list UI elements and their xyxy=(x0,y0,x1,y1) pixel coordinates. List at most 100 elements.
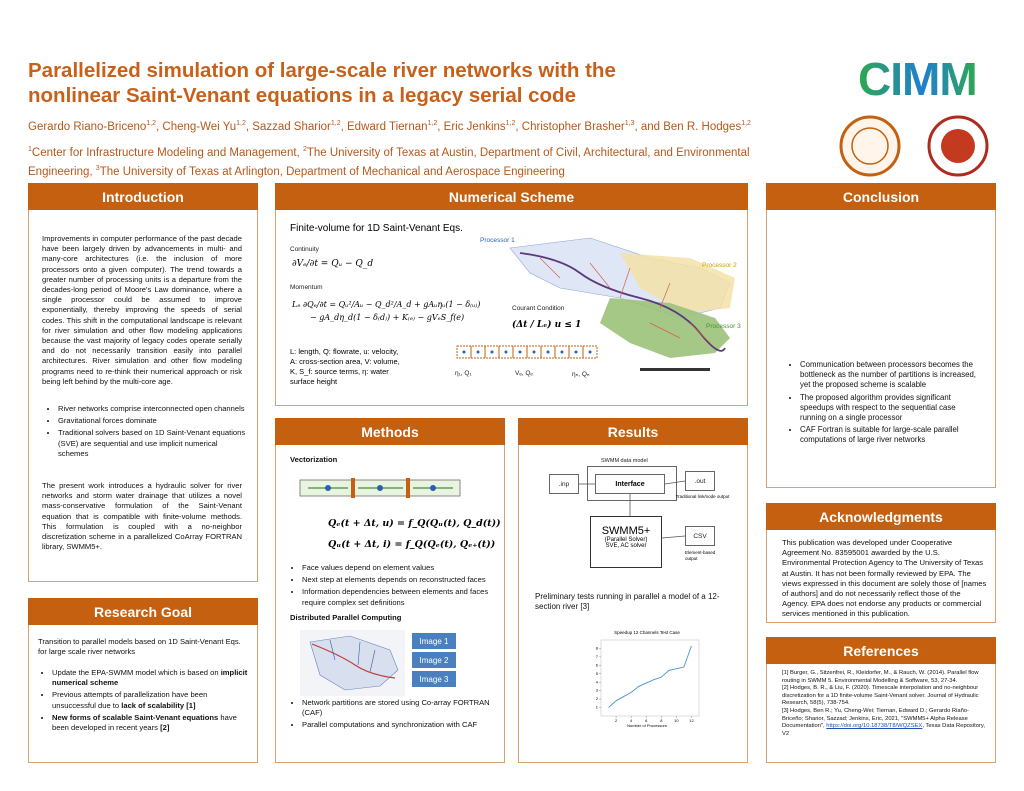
text-run: , Texas Data Repository, V2 xyxy=(782,723,985,737)
x-tick-label: 6 xyxy=(645,718,648,723)
y-tick-label: 7 xyxy=(596,654,599,659)
x-tick-label: 10 xyxy=(674,718,679,723)
y-tick-label: 2 xyxy=(596,696,599,701)
text-run: Center for Infrastructure Modeling and M… xyxy=(31,146,303,159)
section-box xyxy=(275,445,505,763)
solver-line: SVE, AC solver xyxy=(605,543,647,549)
grid-label: ηₙ, Qₙ xyxy=(572,371,590,378)
text-run: New forms of scalable Saint-Venant equat… xyxy=(52,712,219,722)
plot-area xyxy=(600,639,700,717)
text-run: lack of scalability [1] xyxy=(121,700,196,710)
logo: CIMM xyxy=(858,53,978,105)
section-box xyxy=(275,210,748,406)
caption: Preliminary tests running in parallel a … xyxy=(535,592,720,612)
file-box: CSV xyxy=(685,526,715,546)
equation-line: Lₑ ∂Qₑ/∂t = Qᵤ²/Aᵤ − Q_d²/A_d + gAᵤηᵤ(1 … xyxy=(292,300,481,309)
bullets: Face values depend on element values Next… xyxy=(290,563,495,610)
equation: Lₑ ∂Qₑ/∂t = Qᵤ²/Aᵤ − Q_d²/A_d + gAᵤηᵤ(1 … xyxy=(292,298,480,324)
grid-label: Vₑ, Qₑ xyxy=(515,370,533,377)
title-line: nonlinear Saint-Venant equations in a le… xyxy=(28,84,576,107)
list-item: Parallel computations and synchronizatio… xyxy=(302,720,495,730)
processor-label: Processor 1 xyxy=(480,237,515,244)
paragraph: The present work introduces a hydraulic … xyxy=(42,481,242,552)
processor-label: Processor 3 xyxy=(706,323,741,330)
list-item: [3] Hodges, Ben R.; Yu, Cheng-Wei; Tiern… xyxy=(782,708,987,738)
superscript: 1,3 xyxy=(624,120,635,127)
section-box xyxy=(766,530,996,623)
bullets: Communication between processors becomes… xyxy=(788,360,983,448)
text-run: , Christopher Brasher xyxy=(515,120,625,133)
solver-line: (Parallel Solver) xyxy=(604,537,648,543)
vector-diagram xyxy=(299,478,461,498)
figure-title: Finite-volume for 1D Saint-Venant Eqs. xyxy=(290,223,463,234)
grid-label: η₁, Q₁ xyxy=(455,370,472,377)
section-header: Numerical Scheme xyxy=(275,183,748,210)
image-label: Image 2 xyxy=(412,652,456,668)
section-header: Research Goal xyxy=(28,598,258,625)
data-model-box xyxy=(587,466,677,501)
y-tick-label: 1 xyxy=(596,705,599,710)
y-tick-label: 8 xyxy=(596,646,599,651)
bullets: Network partitions are stored using Co-a… xyxy=(290,698,495,733)
equation: Qₑ(t + Δt, u) = f_Q(Qᵤ(t), Q_d(t)) xyxy=(328,518,501,529)
section-box xyxy=(766,664,996,763)
link[interactable]: https://doi.org/10.18738/T8/WQZSEX xyxy=(826,723,923,730)
solver-name: SWMM5+ xyxy=(601,525,651,537)
y-tick-label: 4 xyxy=(596,679,599,684)
seals xyxy=(839,115,989,177)
list-item: [2] Hodges, B. R., & Liu, F. (2020). Tim… xyxy=(782,685,987,708)
section-header: Methods xyxy=(275,418,505,445)
x-tick-label: 2 xyxy=(615,718,618,723)
text-run: , Eric Jenkins xyxy=(437,120,506,133)
list-item: Network partitions are stored using Co-a… xyxy=(302,698,495,718)
legend: L: length, Q: flowrate, u: velocity, A: … xyxy=(290,347,400,387)
list-item: Update the EPA-SWMM model which is based… xyxy=(52,668,252,688)
y-tick-label: 3 xyxy=(596,688,599,693)
label: Element-based output xyxy=(685,550,716,561)
superscript: 3 xyxy=(95,164,100,172)
superscript: 1,2 xyxy=(427,120,438,127)
legend-line: K, S_f: source terms, η: water xyxy=(290,367,389,376)
label: Courant Condition xyxy=(512,305,565,312)
list-item: Traditional solvers based on 1D Saint-Ve… xyxy=(58,428,246,459)
river-map xyxy=(509,237,735,371)
bullets: Update the EPA-SWMM model which is based… xyxy=(40,668,252,735)
legend-line: surface height xyxy=(290,377,338,386)
speedup-chart: Speedup 12 Channels Test Case Number of … xyxy=(585,628,705,732)
list-item: Next step at elements depends on reconst… xyxy=(302,575,495,585)
text-run: Gerardo Riano-Briceno xyxy=(28,120,147,133)
y-tick-label: 6 xyxy=(596,662,599,667)
x-tick-label: 4 xyxy=(630,718,633,723)
equation: ∂Vₑ/∂t = Qᵤ − Q_d xyxy=(292,259,374,269)
arrows xyxy=(579,480,686,539)
superscript: 2 xyxy=(302,146,307,153)
bullets: River networks comprise interconnected o… xyxy=(46,404,246,461)
list-item: Information dependencies between element… xyxy=(302,587,495,607)
affiliations: 1Center for Infrastructure Modeling and … xyxy=(28,142,798,180)
x-axis-label: Number of Processors xyxy=(627,723,667,728)
x-tick-label: 8 xyxy=(660,718,663,723)
list-item: CAF Fortran is suitable for large-scale … xyxy=(800,425,983,445)
speedup-line xyxy=(608,645,692,708)
legend-line: A: cross-section area, V: volume, xyxy=(290,357,400,366)
text-run: Update the EPA-SWMM model which is based… xyxy=(52,668,221,677)
label: SWMM data model xyxy=(601,458,648,464)
list-item: River networks comprise interconnected o… xyxy=(58,404,246,414)
equation-line: − gA_dη_d(1 − δ₍d₎) + K₍ₑ₎ − gVₑS_f(e) xyxy=(310,313,465,322)
section-header: Acknowledgments xyxy=(766,503,996,530)
section-box xyxy=(28,210,258,582)
label: Momentum xyxy=(290,284,323,291)
list-item: New forms of scalable Saint-Venant equat… xyxy=(52,713,252,733)
equation: Qᵤ(t + Δt, i) = f_Q(Qₑ(t), Qₑ₊(t)) xyxy=(328,539,496,550)
image-label: Image 1 xyxy=(412,633,456,649)
section-box xyxy=(766,210,996,488)
subheading: Vectorization xyxy=(290,455,338,464)
text-run: The University of Texas at Austin, Depar… xyxy=(28,146,750,178)
text-run: implicit numerical scheme xyxy=(52,668,248,688)
list-item: [1] Burger, G., Sitzenfrei, R., Kleidorf… xyxy=(782,670,987,685)
title-line: Parallelized simulation of large-scale r… xyxy=(28,59,616,82)
chart-title: Speedup 12 Channels Test Case xyxy=(614,630,680,635)
section-box xyxy=(28,625,258,763)
text-run: [2] Hodges, B. R., & Liu, F. (2020). Tim… xyxy=(782,685,979,707)
